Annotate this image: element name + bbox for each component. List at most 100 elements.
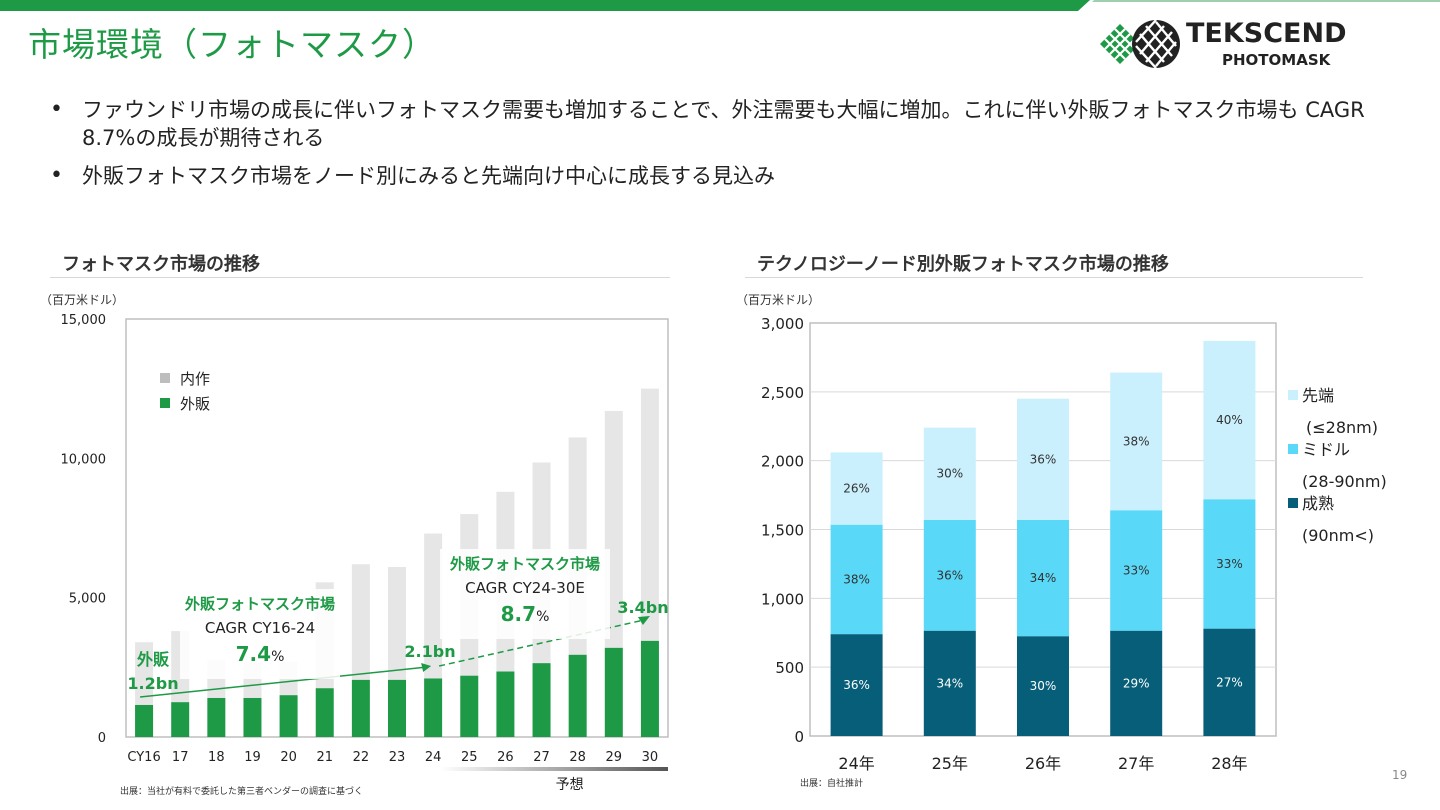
y-tick-label: 2,000 xyxy=(761,453,804,471)
y-tick-label: 1,000 xyxy=(761,590,804,608)
bar-segment-1 xyxy=(923,519,976,631)
bullet-text: ファウンドリ市場の成長に伴いフォトマスク需要も増加することで、外注需要も大幅に増… xyxy=(82,98,1365,150)
x-tick-label: 19 xyxy=(244,750,261,765)
legend-label: 外販 xyxy=(180,395,210,413)
bar-external xyxy=(604,647,623,737)
right-title-divider xyxy=(745,277,1363,278)
bullet-dot-icon: • xyxy=(50,97,63,122)
cagr-box-bg xyxy=(180,589,340,679)
bar-inhouse xyxy=(640,388,659,641)
data-label: 30% xyxy=(1030,679,1057,693)
data-label: 36% xyxy=(936,568,963,582)
arrow-head-icon xyxy=(637,616,650,625)
y-tick-label: 2,500 xyxy=(761,384,804,402)
cagr-box-bg xyxy=(440,549,610,639)
bar-segment-0 xyxy=(1017,636,1069,736)
bar-inhouse xyxy=(424,533,443,679)
data-label: 34% xyxy=(936,676,963,690)
bar-external xyxy=(315,688,334,737)
bullet-item: • ファウンドリ市場の成長に伴いフォトマスク需要も増加することで、外注需要も大幅に… xyxy=(44,96,1414,152)
left-title-divider xyxy=(50,277,670,278)
data-label: 34% xyxy=(1030,571,1057,585)
node-market-chart: 3,000 2,500 2,000 1,500 1,000 500 0 36% 38% 26% 24… xyxy=(761,315,1387,773)
bar-segment-1 xyxy=(1110,510,1163,631)
data-label: 30% xyxy=(936,467,963,481)
bar-segment-2 xyxy=(923,427,976,520)
y-tick-label: 5,000 xyxy=(69,592,106,607)
bar-segment-2 xyxy=(1017,398,1069,520)
legend-label: 内作 xyxy=(180,370,210,388)
cagr-title: 外販フォトマスク市場 xyxy=(184,595,335,613)
cagr-period: CAGR CY24-30E xyxy=(465,579,585,597)
bar-inhouse xyxy=(351,564,370,680)
bar-external xyxy=(532,663,551,737)
x-tick-label: 22 xyxy=(353,750,370,765)
x-tick-label: 27 xyxy=(533,750,550,765)
data-label: 27% xyxy=(1216,675,1243,689)
x-tick-label: 25 xyxy=(461,750,478,765)
x-tick-label: 28 xyxy=(569,750,586,765)
legend-swatch xyxy=(1288,444,1298,454)
page-title: 市場環境（フォトマスク） xyxy=(28,25,436,64)
data-label: 36% xyxy=(1030,452,1057,466)
x-tick-label: 18 xyxy=(208,750,225,765)
x-tick-label: 23 xyxy=(389,750,406,765)
data-label: 33% xyxy=(1216,557,1243,571)
data-label: 38% xyxy=(843,572,870,586)
bar-segment-0 xyxy=(1110,630,1163,736)
legend-swatch xyxy=(1288,390,1298,400)
x-tick-label: CY16 xyxy=(127,750,160,765)
bar-external xyxy=(460,675,479,737)
legend-swatch xyxy=(160,398,170,408)
x-tick-label: 27年 xyxy=(1118,754,1154,773)
legend-label: 先端 xyxy=(1302,386,1334,405)
bar-inhouse xyxy=(388,567,406,680)
data-label: 38% xyxy=(1123,434,1150,448)
bar-segment-2 xyxy=(1110,372,1163,511)
annotation-start-value: 1.2bn xyxy=(127,674,178,693)
x-tick-label: 26年 xyxy=(1025,754,1061,773)
bar-segment-1 xyxy=(830,524,883,635)
bar-external xyxy=(568,654,587,737)
forecast-label: 予想 xyxy=(556,777,584,793)
logo-name-bottom: PHOTOMASK xyxy=(1222,51,1332,69)
bar-external xyxy=(207,697,226,737)
y-tick-label: 0 xyxy=(794,728,804,746)
x-tick-label: 21 xyxy=(316,750,333,765)
y-tick-label: 10,000 xyxy=(61,452,107,467)
bullet-list: • ファウンドリ市場の成長に伴いフォトマスク需要も増加することで、外注需要も大幅に… xyxy=(44,96,1414,200)
y-tick-label: 1,500 xyxy=(761,522,804,540)
data-label: 36% xyxy=(843,678,870,692)
logo-name-top: TEKSCEND xyxy=(1186,18,1347,49)
bar-segment-0 xyxy=(1203,628,1256,736)
bar-segment-2 xyxy=(1203,340,1256,500)
bar-segment-1 xyxy=(1017,519,1069,637)
y-tick-label: 0 xyxy=(98,731,106,746)
right-chart-title: テクノロジーノード別外販フォトマスク市場の推移 xyxy=(757,254,1169,275)
x-tick-label: 17 xyxy=(172,750,189,765)
x-tick-label: 30 xyxy=(642,750,659,765)
left-chart-source: 出展：当社が有料で委託した第三者ベンダーの調査に基づく xyxy=(120,787,364,797)
legend-swatch xyxy=(160,373,170,383)
bar-external xyxy=(243,697,262,737)
y-tick-label: 500 xyxy=(775,659,804,677)
data-label: 33% xyxy=(1123,563,1150,577)
photomask-market-chart: 15,000 10,000 5,000 0 CY16 17 18 19 20 21 22 23 24 25… xyxy=(61,313,669,793)
cagr-period: CAGR CY16-24 xyxy=(205,619,315,637)
cagr-unit: % xyxy=(536,609,549,625)
bar-external xyxy=(424,678,443,737)
annotation-mid-value: 2.1bn xyxy=(404,642,455,661)
cagr-unit: % xyxy=(271,649,284,665)
bullet-item: • 外販フォトマスク市場をノード別にみると先端向け中心に成長する見込み xyxy=(44,162,1414,190)
bar-external xyxy=(279,695,298,737)
data-label: 29% xyxy=(1123,676,1150,690)
bar-segment-2 xyxy=(830,452,883,525)
bullet-dot-icon: • xyxy=(50,163,63,188)
bar-external xyxy=(135,704,154,737)
legend-sublabel: (90nm<) xyxy=(1302,526,1374,545)
data-label: 26% xyxy=(843,482,870,496)
bar-external xyxy=(496,671,515,737)
data-label: 40% xyxy=(1216,413,1243,427)
y-tick-label: 3,000 xyxy=(761,315,804,333)
forecast-bar xyxy=(441,767,668,771)
